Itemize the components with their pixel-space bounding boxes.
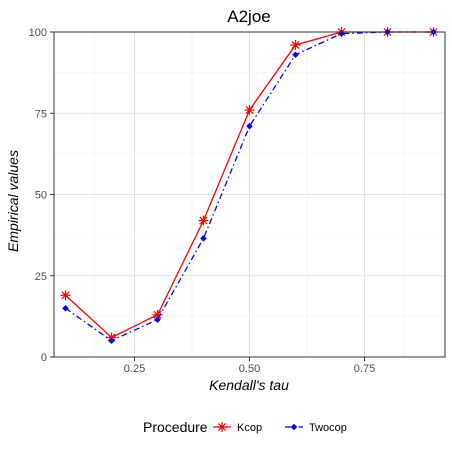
y-tick-label: 75 bbox=[35, 108, 47, 120]
y-tick-label: 25 bbox=[35, 271, 47, 283]
data-point-twocop bbox=[338, 30, 345, 37]
data-point-kcop bbox=[244, 105, 255, 115]
legend-label-twocop: Twocop bbox=[309, 422, 347, 434]
data-point-kcop bbox=[152, 309, 163, 320]
data-point-twocop bbox=[108, 337, 115, 345]
data-point-kcop bbox=[60, 290, 71, 301]
y-tick-label: 100 bbox=[29, 27, 47, 39]
chart-title: A2joe bbox=[227, 7, 270, 26]
legend-title: Procedure bbox=[143, 419, 208, 435]
data-point-twocop bbox=[292, 51, 299, 59]
plot-panel-border bbox=[53, 31, 446, 358]
y-tick-label: 0 bbox=[41, 352, 47, 364]
y-tick-label: 50 bbox=[35, 190, 47, 202]
legend: Procedure Kcop Twocop bbox=[143, 419, 347, 435]
x-tick-label: 0.50 bbox=[239, 363, 260, 375]
legend-key-marker-kcop bbox=[217, 422, 227, 432]
y-axis-title: Empirical values bbox=[5, 150, 21, 252]
x-axis-title: Kendall's tau bbox=[209, 377, 289, 393]
data-point-twocop bbox=[154, 316, 161, 323]
data-point-kcop bbox=[290, 40, 301, 50]
data-point-twocop bbox=[62, 304, 69, 312]
x-tick-label: 0.75 bbox=[354, 363, 375, 375]
data-point-kcop bbox=[198, 215, 209, 226]
legend-label-kcop: Kcop bbox=[237, 422, 262, 434]
legend-key-marker-twocop bbox=[290, 423, 298, 431]
data-point-twocop bbox=[200, 235, 207, 242]
series-line-twocop bbox=[65, 31, 434, 342]
x-tick-label: 0.25 bbox=[124, 363, 145, 375]
plot-area: 0.25 0.50 0.75 0 25 50 75 100 bbox=[29, 27, 446, 375]
data-point-twocop bbox=[246, 122, 253, 130]
